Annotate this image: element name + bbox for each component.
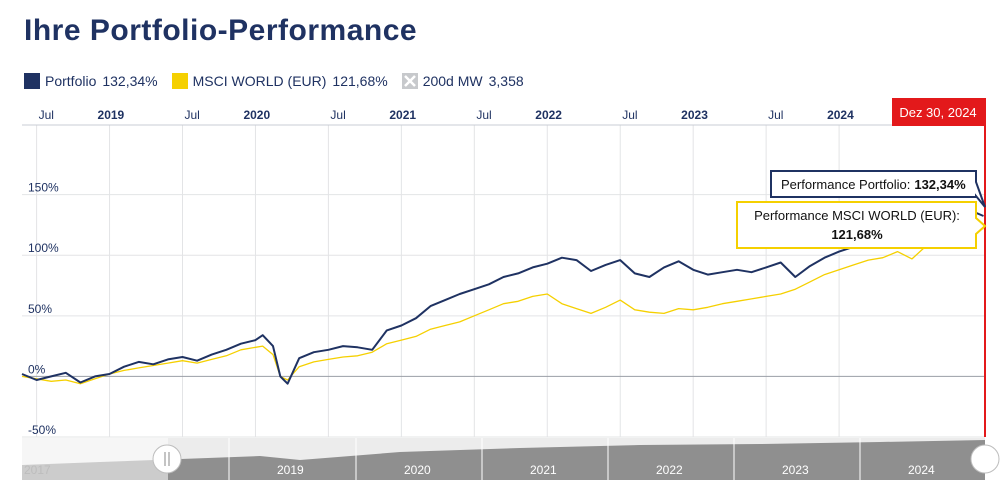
navigator-handle-knob: [152, 444, 182, 474]
legend-label-200d-mw: 200d MW: [422, 73, 483, 89]
x-tick-label: 2019: [98, 108, 125, 122]
crosshair-date-label: Dez 30, 2024: [899, 105, 976, 120]
x-tick-label: 2020: [243, 108, 270, 122]
x-mark-icon: [401, 73, 418, 89]
y-tick-label: 100%: [28, 241, 59, 255]
x-tick-label: Jul: [768, 108, 783, 122]
legend-swatch-msci-world: [171, 73, 188, 89]
crosshair: Dez 30, 2024: [892, 98, 986, 437]
tooltip-benchmark-value: 121,68%: [831, 227, 883, 242]
navigator-label: 2022: [656, 463, 683, 477]
tooltip-portfolio-text: Performance Portfolio: 132,34%: [781, 177, 966, 192]
series-line-portfolio: [21, 209, 984, 385]
legend-value-msci-world: 121,68%: [332, 73, 388, 89]
legend-value-portfolio: 132,34%: [102, 73, 158, 89]
legend-item-200d-mw[interactable]: 200d MW 3,358: [401, 73, 524, 89]
tooltip-portfolio-value: 132,34%: [914, 177, 966, 192]
legend-label-msci-world: MSCI WORLD (EUR): [192, 73, 327, 89]
legend-label-portfolio: Portfolio: [45, 73, 97, 89]
tooltip-benchmark-label: Performance MSCI WORLD (EUR):: [754, 208, 960, 223]
tooltips: Performance Portfolio: 132,34%Performance…: [736, 170, 987, 249]
x-tick-label: 2023: [681, 108, 708, 122]
navigator-handle-left[interactable]: [152, 444, 182, 474]
navigator-mask: [22, 438, 168, 480]
navigator-label: 2023: [782, 463, 809, 477]
x-tick-label: 2022: [535, 108, 562, 122]
x-tick-label: Jul: [622, 108, 637, 122]
tooltip-benchmark-box: [736, 201, 987, 249]
crosshair-date-box: [892, 98, 985, 126]
legend-item-portfolio[interactable]: Portfolio 132,34%: [24, 73, 158, 89]
navigator-label: 2024: [908, 463, 935, 477]
x-tick-label: Jul: [185, 108, 200, 122]
y-tick-label: 50%: [28, 302, 52, 316]
tooltip-portfolio-box: [770, 170, 986, 208]
navigator-handle-knob: [970, 444, 1000, 474]
x-tick-label: 2021: [389, 108, 416, 122]
legend-value-200d-mw: 3,358: [488, 73, 524, 89]
y-tick-label: 150%: [28, 181, 59, 195]
chart-series: [21, 209, 984, 385]
navigator-handle-right[interactable]: [970, 444, 1000, 474]
navigator-area: [22, 440, 985, 480]
navigator-label: 2020: [404, 463, 431, 477]
page-title: Ihre Portfolio-Performance: [24, 14, 418, 47]
navigator-label: 2019: [277, 463, 304, 477]
legend-item-msci-world[interactable]: MSCI WORLD (EUR) 121,68%: [171, 73, 388, 89]
x-axis: Jul 2019 Jul 2020 Jul 2021 Jul 2022 Jul 2023 Jul 20…: [22, 108, 985, 126]
navigator[interactable]: 2017 2019 2020 2021 2022 2023 2024: [22, 438, 1000, 480]
chart-grid: [22, 125, 985, 438]
tooltip-benchmark: Performance MSCI WORLD (EUR): 121,68%: [736, 201, 987, 249]
chart-legend: Portfolio 132,34% MSCI WORLD (EUR) 121,6…: [24, 73, 538, 89]
navigator-label: 2021: [530, 463, 557, 477]
x-tick-label: Jul: [330, 108, 345, 122]
tooltip-portfolio-label: Performance Portfolio:: [781, 177, 910, 192]
x-tick-label: Jul: [476, 108, 491, 122]
tooltip-portfolio: Performance Portfolio: 132,34%: [770, 170, 986, 208]
y-tick-label: 0%: [28, 362, 46, 376]
y-axis: 150% 100% 50% 0% -50%: [28, 181, 59, 437]
legend-swatch-portfolio: [24, 73, 40, 89]
x-tick-label: Jul: [39, 108, 54, 122]
navigator-label: 2017: [24, 463, 51, 477]
y-tick-label: -50%: [28, 423, 56, 437]
x-tick-label: 2024: [827, 108, 854, 122]
series-line-msci-world: [21, 224, 984, 385]
